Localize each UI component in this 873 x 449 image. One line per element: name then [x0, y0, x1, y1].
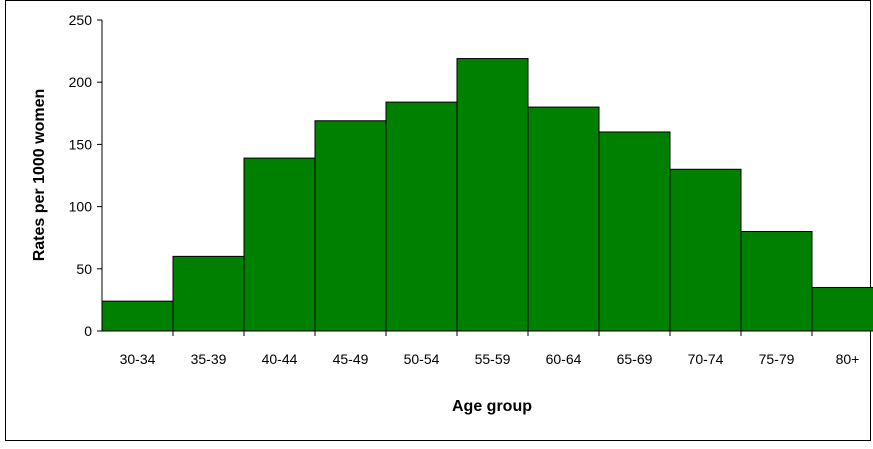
bar-65-69 [598, 131, 671, 332]
x-tick-label: 60-64 [546, 351, 582, 367]
y-tick-label: 100 [69, 199, 93, 215]
y-axis-ticks: 0 50 100 150 200 250 [69, 12, 102, 339]
y-axis-title: Rates per 1000 women [31, 89, 48, 262]
y-tick-label: 150 [69, 136, 93, 152]
y-tick-label: 200 [69, 74, 93, 90]
bar-55-59 [456, 58, 529, 332]
bar-35-39 [172, 255, 245, 332]
x-tick-label: 75-79 [759, 351, 795, 367]
bar-50-54 [385, 101, 458, 332]
x-tick-label: 35-39 [191, 351, 227, 367]
y-tick-label: 250 [69, 12, 93, 28]
bar-60-64 [527, 106, 600, 332]
x-tick-label: 45-49 [333, 351, 369, 367]
x-axis-title: Age group [452, 398, 532, 415]
bar-40-44 [243, 157, 316, 332]
x-tick-label: 80+ [836, 351, 860, 367]
bar-80+ [811, 286, 873, 332]
bar-70-74 [669, 168, 742, 332]
x-tick-label: 55-59 [475, 351, 511, 367]
y-tick-label: 50 [76, 261, 92, 277]
x-axis-ticks: 30-34 35-39 40-44 45-49 50-54 55-59 60-64 65-69… [120, 331, 860, 367]
x-tick-label: 30-34 [120, 351, 156, 367]
x-tick-label: 70-74 [688, 351, 724, 367]
y-tick-label: 0 [84, 323, 92, 339]
x-tick-label: 40-44 [262, 351, 298, 367]
x-tick-label: 50-54 [404, 351, 440, 367]
bar-45-49 [314, 120, 387, 332]
bar-75-79 [740, 230, 813, 332]
x-tick-label: 65-69 [617, 351, 653, 367]
bar-30-34 [101, 300, 174, 332]
bars-group [101, 58, 873, 332]
